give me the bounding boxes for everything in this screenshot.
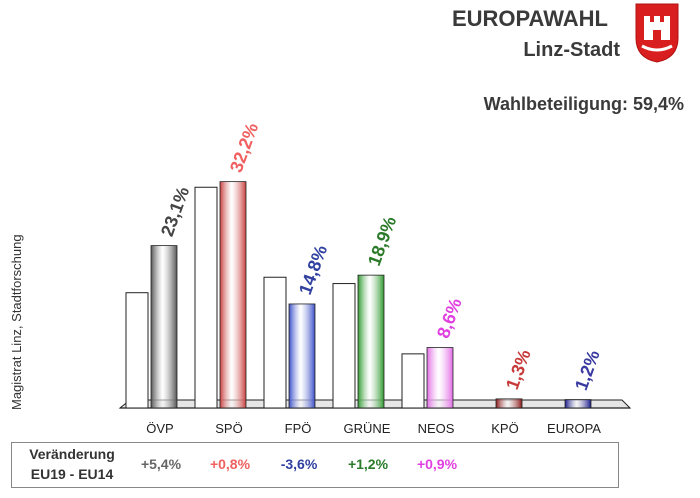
bar-current-5 (495, 398, 523, 409)
category-label-1: SPÖ (215, 421, 242, 436)
category-label-3: GRÜNE (344, 421, 391, 436)
bar-current-6 (564, 399, 592, 409)
category-label-4: NEOS (418, 421, 455, 436)
data-label-4: 8,6% (433, 296, 466, 341)
bar-prev-3 (332, 283, 356, 409)
change-label-line1: Veränderung (29, 446, 115, 462)
turnout-text: Wahlbeteiligung: 59,4% (483, 94, 684, 114)
change-value-4: +0,9% (416, 456, 458, 472)
bar-current-2 (288, 303, 316, 409)
change-value-3: +1,2% (347, 456, 389, 472)
bar-current-4 (426, 347, 454, 409)
change-value-0: +5,4% (140, 456, 182, 472)
bar-prev-1 (194, 186, 218, 409)
page-title: EUROPAWAHL (451, 6, 608, 31)
change-value-1: +0,8% (209, 456, 251, 472)
data-label-1: 32,2% (226, 120, 262, 175)
bar-current-3 (357, 274, 385, 409)
category-label-2: FPÖ (285, 421, 312, 436)
bar-prev-2 (263, 276, 287, 409)
data-label-2: 14,8% (295, 243, 331, 298)
category-label-0: ÖVP (146, 421, 173, 436)
bar-current-0 (150, 245, 178, 409)
linz-coat-of-arms-icon (635, 3, 679, 63)
change-table: Veränderung EU19 - EU14 +5,4% +0,8% -3,6% +… (11, 442, 619, 488)
data-label-6: 1,2% (571, 348, 604, 393)
page-subtitle: Linz-Stadt (523, 39, 620, 61)
category-label-5: KPÖ (491, 421, 518, 436)
data-label-0: 23,1% (157, 184, 193, 239)
change-label: Veränderung EU19 - EU14 (22, 444, 122, 484)
data-label-3: 18,9% (364, 214, 400, 269)
bar-prev-4 (401, 353, 425, 409)
bar-prev-0 (125, 292, 149, 409)
bar-chart: 23,1% ÖVP 32,2% SPÖ 14,8% FPÖ 18,9% GRÜNE 8,6% NE… (118, 120, 632, 436)
change-value-2: -3,6% (280, 456, 318, 472)
bar-current-1 (219, 181, 247, 409)
change-label-line2: EU19 - EU14 (30, 466, 114, 482)
category-label-6: EUROPA (547, 421, 601, 436)
data-label-5: 1,3% (502, 347, 535, 392)
